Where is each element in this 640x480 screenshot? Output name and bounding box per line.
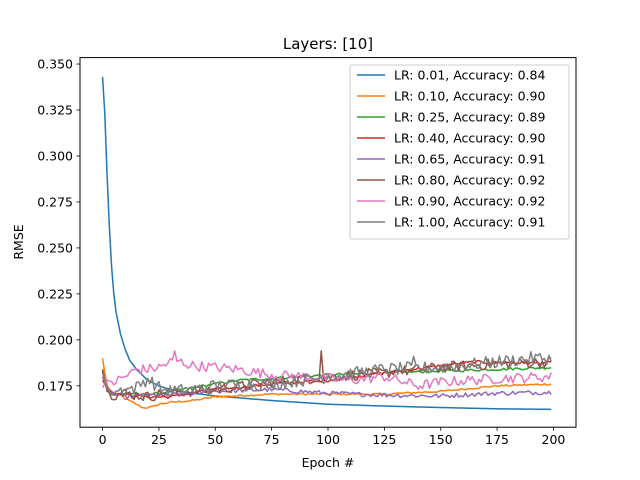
series-line-8 xyxy=(101,351,552,397)
y-tick-label: 0.325 xyxy=(37,103,73,118)
x-tick-label: 50 xyxy=(207,432,223,447)
y-tick-label: 0.200 xyxy=(37,332,73,347)
series-line-1 xyxy=(101,76,552,411)
legend-entry: LR: 0.65, Accuracy: 0.91 xyxy=(394,152,545,167)
x-tick-label: 125 xyxy=(372,432,396,447)
y-tick-label: 0.350 xyxy=(37,57,73,72)
legend-entry: LR: 1.00, Accuracy: 0.91 xyxy=(394,215,545,230)
y-axis-label: RMSE xyxy=(11,224,26,259)
x-tick-label: 100 xyxy=(316,432,340,447)
chart-title: Layers: [10] xyxy=(283,35,373,53)
legend-entry: LR: 0.10, Accuracy: 0.90 xyxy=(394,89,545,104)
legend-entry: LR: 0.25, Accuracy: 0.89 xyxy=(394,110,545,125)
y-axis: 0.175 0.200 0.225 0.250 0.275 0.300 0.325 0.350 xyxy=(37,57,80,393)
legend-entry: LR: 0.80, Accuracy: 0.92 xyxy=(394,173,545,188)
legend-entry: LR: 0.40, Accuracy: 0.90 xyxy=(394,131,545,146)
x-tick-label: 0 xyxy=(99,432,107,447)
x-axis-label: Epoch # xyxy=(302,455,355,470)
x-tick-label: 200 xyxy=(542,432,566,447)
x-tick-label: 25 xyxy=(151,432,167,447)
legend-box xyxy=(349,64,570,240)
x-tick-label: 75 xyxy=(264,432,280,447)
x-tick-label: 150 xyxy=(429,432,453,447)
y-tick-label: 0.225 xyxy=(37,286,73,301)
y-tick-label: 0.175 xyxy=(37,378,73,393)
series-line-5 xyxy=(101,376,552,400)
series-layer xyxy=(101,76,552,411)
legend-entry: LR: 0.90, Accuracy: 0.92 xyxy=(394,194,545,209)
y-tick-label: 0.250 xyxy=(37,240,73,255)
y-tick-label: 0.275 xyxy=(37,194,73,209)
y-tick-label: 0.300 xyxy=(37,148,73,163)
x-tick-label: 175 xyxy=(485,432,509,447)
x-axis: 0 25 50 75 100 125 150 175 200 xyxy=(99,427,566,447)
series-line-4 xyxy=(101,359,552,399)
series-line-7 xyxy=(101,350,552,390)
legend-entry: LR: 0.01, Accuracy: 0.84 xyxy=(394,68,545,83)
legend: LR: 0.01, Accuracy: 0.84 LR: 0.10, Accura… xyxy=(349,64,570,240)
